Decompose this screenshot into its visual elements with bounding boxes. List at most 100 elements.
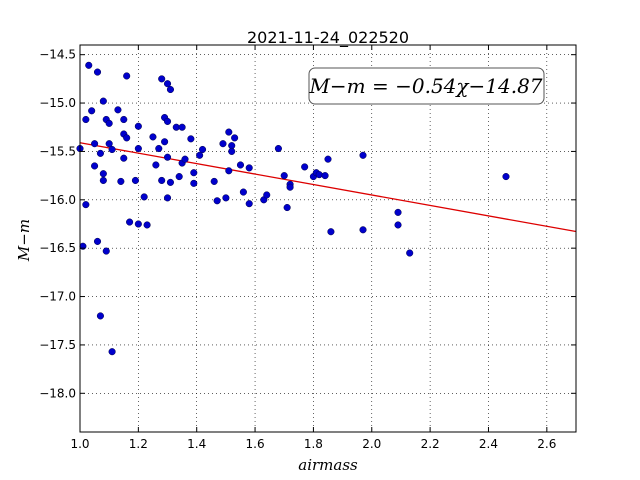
x-tick-label: 2.2 [421,437,440,451]
data-point [161,138,169,146]
x-tick-label: 1.0 [70,437,89,451]
data-point [134,220,142,228]
data-point [236,161,245,169]
data-point [163,80,172,88]
data-point [245,200,253,208]
data-point [108,145,116,154]
x-tick-label: 1.6 [246,437,265,451]
chart-title: 2021-11-24_022520 [247,28,409,48]
data-point [321,172,329,180]
data-point [502,173,510,181]
data-point [301,163,309,171]
data-point [175,173,183,181]
data-point [99,170,107,178]
data-points [76,61,510,356]
data-point [210,177,218,185]
data-point [359,151,367,159]
y-tick-label: −15.0 [39,96,76,110]
y-tick-label: −14.5 [39,48,76,62]
data-point [102,247,110,255]
data-point [140,193,148,201]
x-tick-label: 2.0 [362,437,381,451]
equation-box [308,67,545,105]
data-point [114,106,122,114]
data-point [93,237,102,245]
data-point [190,179,198,187]
data-point [196,151,204,159]
y-tick-labels: −14.5 −15.0 −15.5 −16.0 −16.5 −17.0 −17.5 −18.0 [39,48,76,401]
data-point [82,115,90,124]
data-point [394,221,402,229]
data-point [190,169,198,177]
grid-layer [79,45,576,432]
data-point [149,133,157,141]
plot-frame [79,44,577,433]
data-point [245,164,253,172]
data-point [213,197,221,205]
y-axis-label: M−m [15,219,33,262]
tick-marks [79,45,576,432]
data-point [120,154,128,162]
y-tick-label: −15.5 [39,144,76,158]
data-point [99,176,107,184]
x-tick-label: 1.8 [304,437,323,451]
data-point [239,188,247,196]
data-point [359,226,367,234]
data-point [280,172,288,180]
y-tick-label: −16.5 [39,241,76,255]
data-point [231,134,239,142]
x-tick-labels: 1.0 1.2 1.4 1.6 1.8 2.0 2.2 2.4 2.6 [70,437,556,451]
data-point [274,144,282,153]
data-point [286,183,294,191]
y-tick-label: −17.5 [39,338,76,352]
data-point [263,191,271,199]
data-point [134,122,142,130]
data-point [108,348,116,356]
data-point [315,171,323,179]
data-point [181,155,189,163]
data-point [120,115,128,124]
y-tick-label: −18.0 [39,386,76,400]
data-point [198,145,207,154]
x-tick-label: 2.4 [479,437,498,451]
data-point [225,167,233,175]
data-point [105,140,113,148]
data-point [163,153,172,161]
data-point [187,135,195,143]
data-point [222,194,230,202]
data-point [93,68,102,76]
data-point [117,177,125,185]
data-point [123,134,131,142]
data-point [324,155,332,163]
data-point [91,162,99,170]
data-point [143,221,151,229]
fit-line [79,142,577,233]
data-point [163,194,172,202]
x-tick-label: 2.6 [537,437,556,451]
data-point [96,312,104,320]
data-point [99,97,107,105]
data-point [105,119,113,127]
data-point [327,228,335,236]
data-point [131,176,139,184]
data-point [155,144,163,153]
data-point [283,203,291,212]
data-point [85,61,93,69]
y-tick-label: −17.0 [39,290,76,304]
data-point [166,178,174,186]
data-point [123,72,131,80]
data-point [406,249,414,257]
x-tick-label: 1.2 [129,437,148,451]
x-axis-label: airmass [298,456,358,474]
data-point [394,208,402,216]
x-tick-label: 1.4 [187,437,206,451]
data-point [82,201,90,209]
data-point [163,117,172,125]
data-point [228,147,236,155]
y-tick-label: −16.0 [39,193,76,207]
data-point [178,123,186,131]
data-point [134,144,142,153]
data-point [158,75,166,83]
equation-text: M−m = −0.54χ−14.87 [308,74,542,98]
